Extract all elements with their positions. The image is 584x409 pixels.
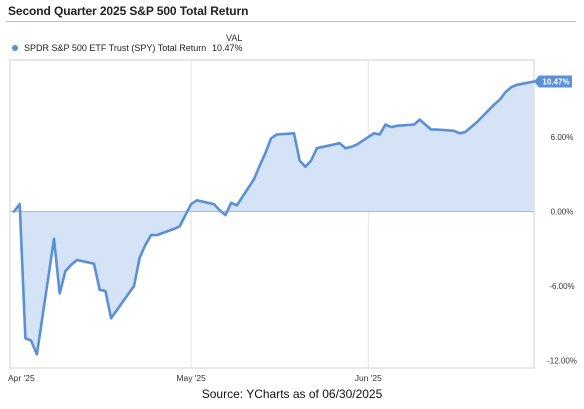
legend-marker-icon bbox=[12, 45, 18, 51]
legend-value-header: VAL bbox=[226, 33, 243, 43]
legend-item[interactable]: SPDR S&P 500 ETF Trust (SPY) Total Retur… bbox=[12, 43, 243, 55]
y-tick-label: 6.00% bbox=[551, 133, 574, 142]
y-tick-label: -6.00% bbox=[549, 282, 574, 291]
last-value-label: 10.47% bbox=[542, 77, 569, 86]
title-divider bbox=[6, 21, 576, 22]
x-tick-label: Jun '25 bbox=[355, 373, 382, 383]
x-tick-label: May '25 bbox=[176, 373, 206, 383]
series-area bbox=[14, 81, 534, 355]
last-value-badge bbox=[534, 75, 572, 88]
plot-frame bbox=[9, 59, 535, 369]
source-note: Source: YCharts as of 06/30/2025 bbox=[201, 387, 383, 401]
legend-label: SPDR S&P 500 ETF Trust (SPY) Total Retur… bbox=[24, 43, 207, 53]
legend-value: 10.47% bbox=[212, 43, 243, 53]
y-tick-label: 0.00% bbox=[551, 208, 574, 217]
x-tick-label: Apr '25 bbox=[8, 373, 35, 383]
y-tick-label: -12.00% bbox=[547, 357, 577, 366]
chart-title: Second Quarter 2025 S&P 500 Total Return bbox=[8, 4, 249, 18]
series-line bbox=[12, 80, 536, 356]
